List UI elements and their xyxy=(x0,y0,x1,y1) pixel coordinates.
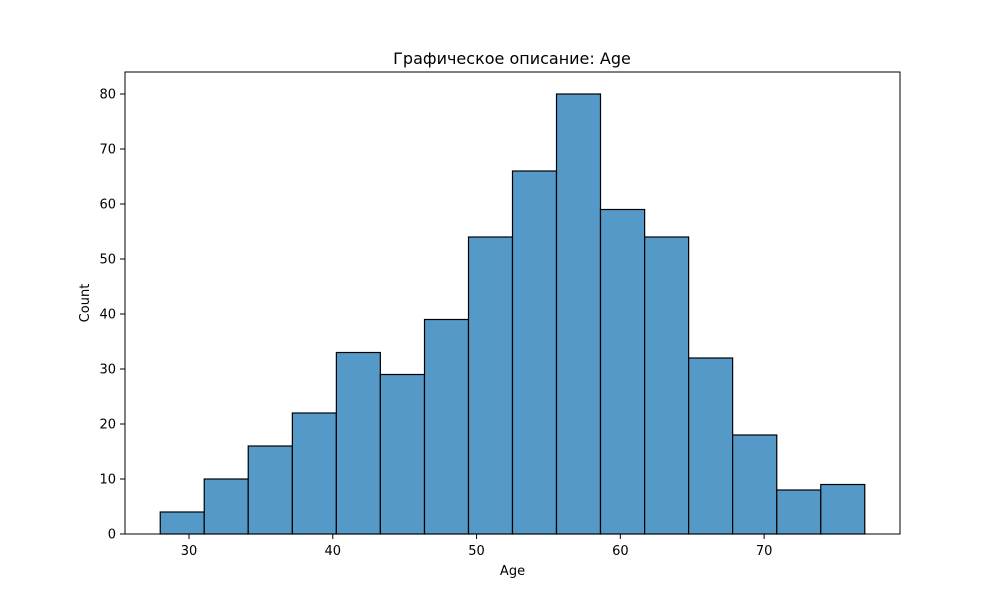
plot-frame xyxy=(124,71,901,535)
x-tick-label: 40 xyxy=(324,544,341,559)
y-tick-label: 80 xyxy=(99,88,116,103)
histogram-bar-7 xyxy=(467,236,514,535)
y-tick-label: 0 xyxy=(108,528,116,543)
histogram-bar-10 xyxy=(599,208,646,535)
y-tick-label: 30 xyxy=(99,363,116,378)
histogram-bar-5 xyxy=(379,373,426,535)
histogram-bar-15 xyxy=(820,483,866,535)
histogram-bar-1 xyxy=(203,478,249,535)
x-axis-ticks: 30 40 50 60 70 xyxy=(181,534,773,559)
histogram-bar-8 xyxy=(511,170,558,535)
y-axis-label: Count xyxy=(78,284,93,323)
chart-title: Графическое описание: Age xyxy=(393,49,631,68)
histogram-bar-9 xyxy=(555,93,602,535)
histogram-bar-3 xyxy=(291,412,337,535)
histogram-bar-11 xyxy=(644,236,690,535)
x-tick-label: 30 xyxy=(181,544,198,559)
histogram-bar-13 xyxy=(732,434,778,535)
histogram-bar-12 xyxy=(688,357,734,535)
histogram-bar-6 xyxy=(423,318,470,535)
x-axis-label: Age xyxy=(500,564,525,579)
y-tick-label: 60 xyxy=(99,198,116,213)
y-tick-label: 50 xyxy=(99,253,116,268)
bars-group xyxy=(159,93,866,535)
histogram-bar-2 xyxy=(247,445,293,535)
x-tick-label: 50 xyxy=(468,544,485,559)
y-axis-ticks: 0 10 20 30 40 50 60 70 80 xyxy=(99,88,125,543)
histogram-bar-4 xyxy=(335,351,381,535)
y-tick-label: 40 xyxy=(99,308,116,323)
y-tick-label: 70 xyxy=(99,143,116,158)
x-tick-label: 70 xyxy=(756,544,773,559)
histogram-bar-14 xyxy=(776,489,822,535)
histogram-bar-0 xyxy=(159,511,205,535)
y-tick-label: 10 xyxy=(99,473,116,488)
y-tick-label: 20 xyxy=(99,418,116,433)
x-tick-label: 60 xyxy=(612,544,629,559)
